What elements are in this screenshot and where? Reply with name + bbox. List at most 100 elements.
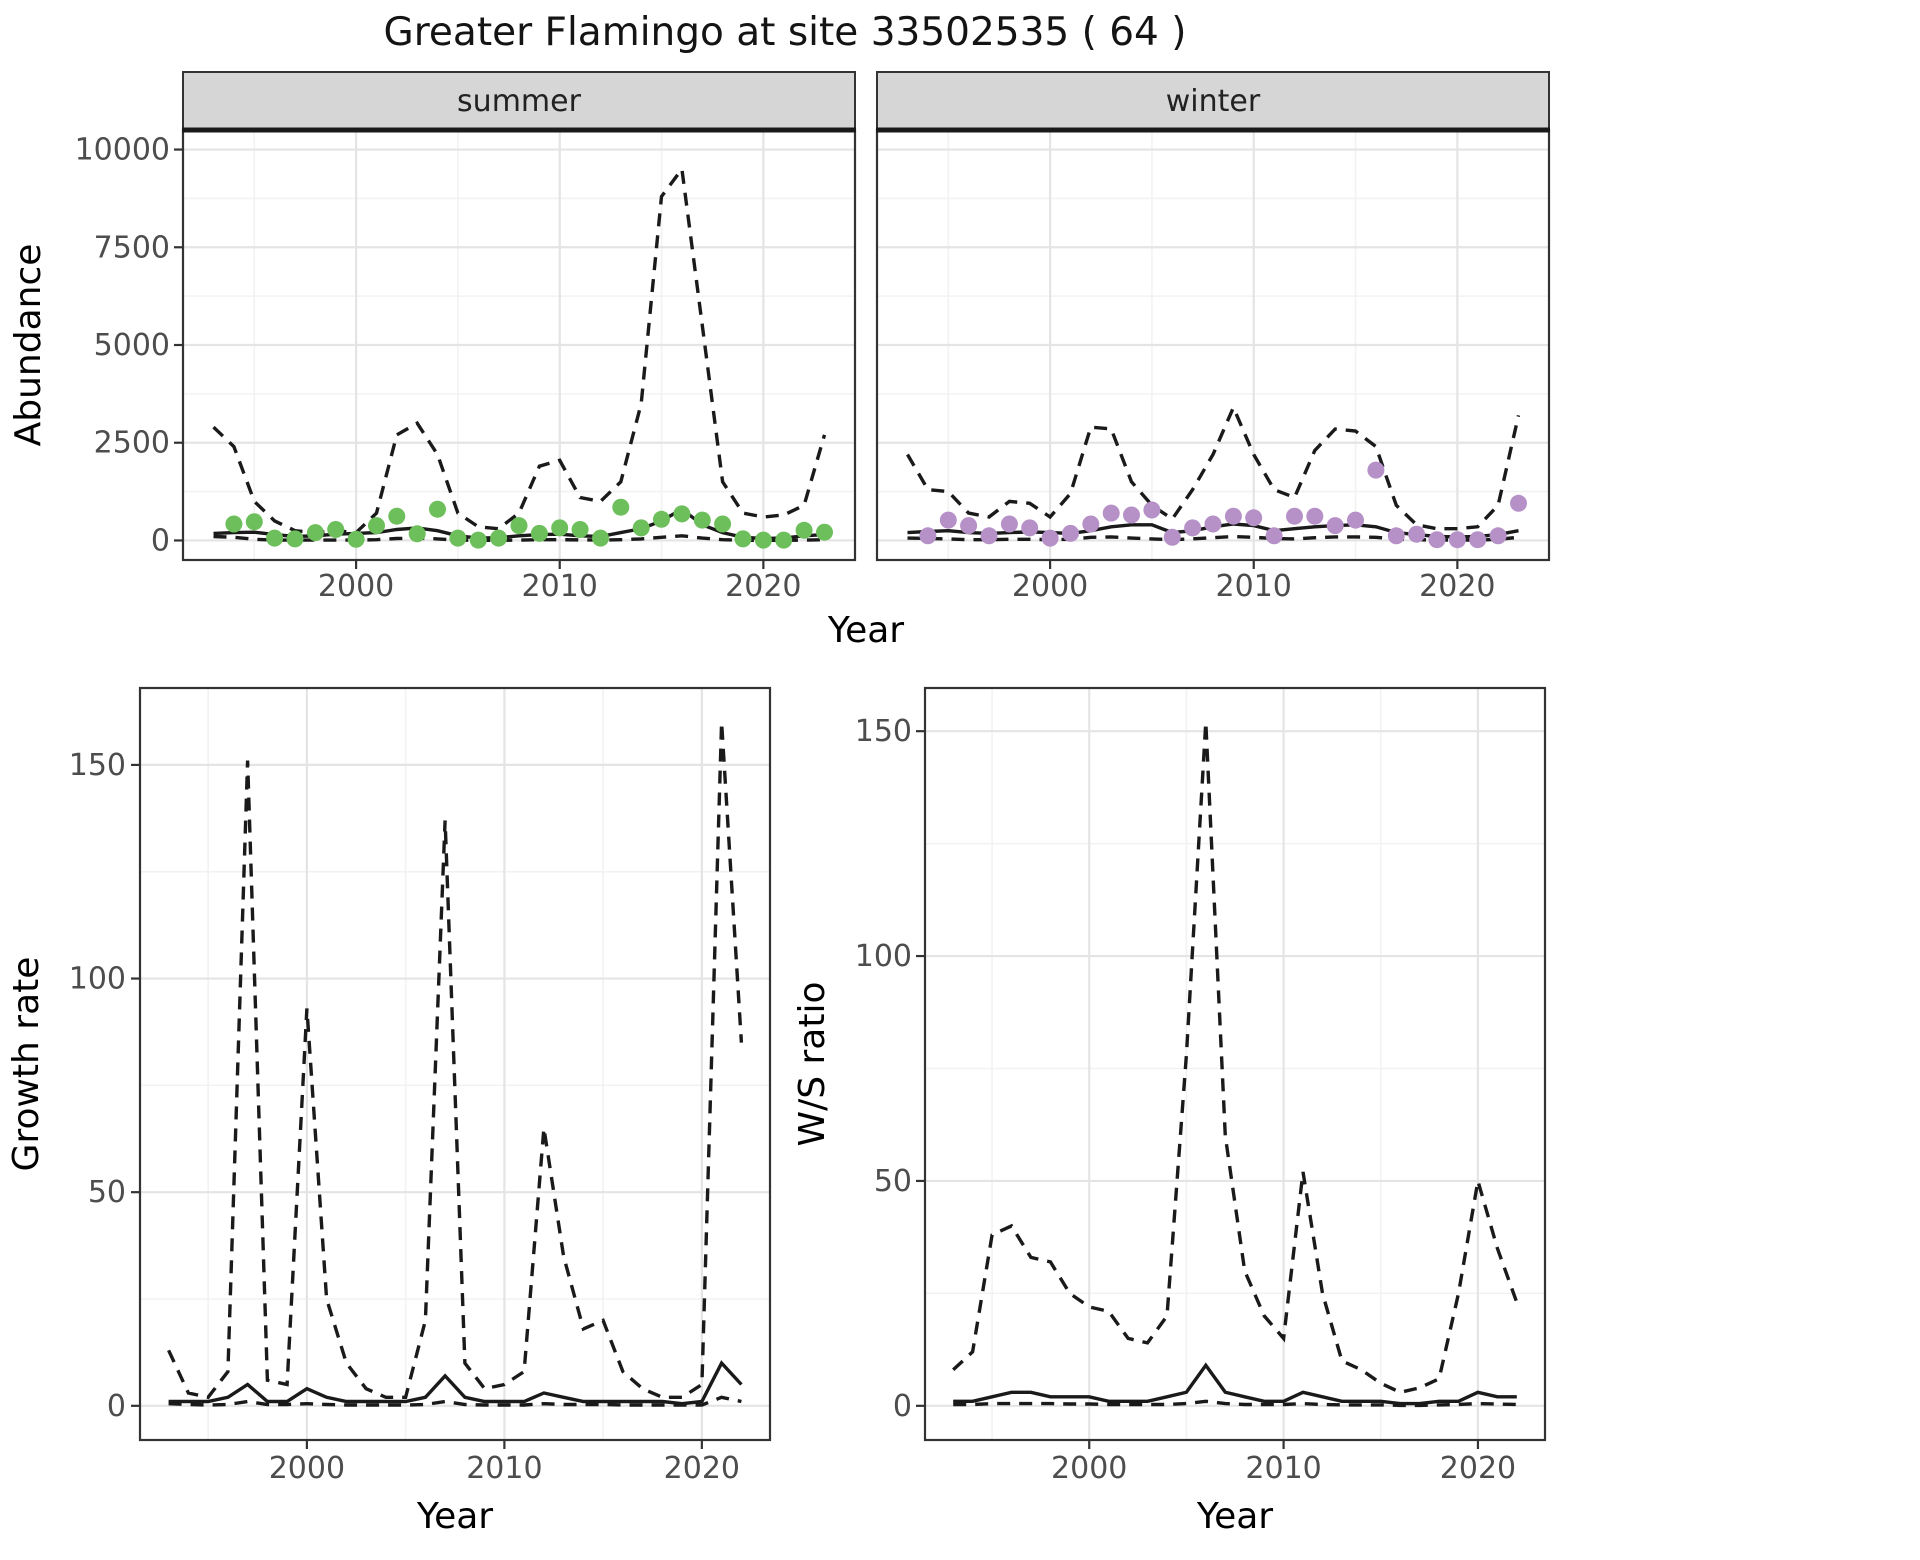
facet-strip-summer — [182, 71, 856, 131]
y-tick-label: 0 — [107, 1389, 126, 1424]
observation-point — [714, 515, 732, 533]
observation-point — [306, 524, 324, 542]
observation-point — [1082, 515, 1100, 533]
observation-point — [1163, 528, 1181, 546]
observation-point — [1265, 527, 1283, 545]
ws-ratio-panel — [925, 688, 1545, 1440]
observation-point — [939, 511, 957, 529]
upper-ci-line — [952, 722, 1519, 1395]
upper-ci-line — [906, 403, 1521, 531]
y-tick-label: 150 — [855, 714, 912, 749]
observation-point — [408, 525, 426, 543]
lower-ci-line — [213, 534, 825, 542]
observation-point — [469, 531, 487, 549]
observation-point — [1387, 527, 1405, 545]
observation-point — [286, 530, 304, 548]
observation-point — [980, 527, 998, 545]
y-tick-label: 100 — [855, 939, 912, 974]
observation-point — [1347, 511, 1364, 529]
observation-point — [571, 521, 589, 538]
x-tick-label: 2020 — [725, 569, 801, 604]
observation-point — [816, 523, 833, 541]
observation-point — [1143, 501, 1161, 519]
ws-ratio-panel-border — [923, 686, 1547, 1442]
observation-point — [673, 505, 691, 523]
observation-point — [1224, 507, 1242, 525]
observation-point — [919, 527, 937, 545]
observation-point — [490, 529, 508, 547]
y-tick-label: 5000 — [94, 328, 170, 363]
x-tick-label: 2010 — [466, 1451, 542, 1486]
facet-strip-label: winter — [1166, 84, 1261, 119]
y-tick-label: 0 — [151, 523, 170, 558]
abundance-y-axis-title: Abundance — [8, 244, 49, 447]
abundance-winter-points — [919, 461, 1527, 549]
x-tick-label: 2000 — [1012, 569, 1088, 604]
observation-point — [1326, 517, 1344, 535]
growth-rate-x-axis-title: Year — [416, 1496, 493, 1537]
x-tick-label: 2010 — [1216, 569, 1292, 604]
abundance-summer-points — [225, 498, 833, 549]
observation-point — [347, 530, 365, 548]
x-tick-label: 2020 — [664, 1451, 740, 1486]
observation-point — [1489, 527, 1507, 545]
observation-point — [1041, 529, 1059, 547]
observation-point — [449, 529, 467, 547]
observation-point — [754, 531, 772, 549]
y-tick-label: 150 — [69, 748, 126, 783]
observation-point — [1062, 524, 1079, 542]
observation-point — [530, 524, 548, 542]
x-tick-label: 2020 — [1440, 1451, 1516, 1486]
observation-point — [266, 529, 284, 547]
growth-rate-chart: 2000 2010 2020 0 50 100 150 Growth rate Year — [6, 686, 772, 1537]
observation-point — [592, 529, 609, 547]
observation-point — [693, 511, 711, 529]
observation-point — [1286, 507, 1303, 525]
observation-point — [388, 507, 406, 525]
x-tick-label: 2010 — [522, 569, 598, 604]
y-tick-label: 100 — [69, 962, 126, 997]
observation-point — [1367, 461, 1385, 479]
y-tick-label: 2500 — [94, 426, 170, 461]
observation-point — [734, 530, 752, 548]
observation-point — [1469, 531, 1487, 549]
figure-title: Greater Flamingo at site 33502535 ( 64 ) — [383, 10, 1187, 55]
x-tick-label: 2010 — [1245, 1451, 1321, 1486]
y-tick-label: 10000 — [75, 133, 170, 168]
observation-point — [1123, 506, 1140, 524]
observation-point — [1448, 531, 1466, 549]
observation-point — [1428, 531, 1446, 549]
observation-point — [653, 510, 670, 528]
y-tick-label: 50 — [874, 1164, 912, 1199]
observation-point — [612, 498, 630, 516]
abundance-chart: summer 2000 2010 2020 0 2500 5000 7500 10000 wint… — [8, 71, 1551, 651]
observation-point — [327, 521, 345, 538]
ws-ratio-y-axis-title: W/S ratio — [792, 981, 833, 1146]
y-tick-label: 7500 — [94, 230, 170, 265]
observation-point — [429, 500, 446, 518]
facet-strip-label: summer — [457, 84, 582, 119]
lower-ci-line — [953, 1399, 1517, 1408]
observation-point — [1102, 504, 1120, 522]
observation-point — [1510, 494, 1527, 512]
observation-point — [795, 521, 813, 539]
observation-point — [1306, 507, 1324, 525]
y-tick-label: 0 — [893, 1389, 912, 1424]
observation-point — [551, 519, 569, 537]
ws-ratio-chart: 2000 2010 2020 0 50 100 150 W/S ratio Year — [792, 686, 1547, 1537]
observation-point — [1245, 509, 1263, 527]
ws-ratio-x-axis-title: Year — [1196, 1496, 1273, 1537]
fit-line — [953, 1362, 1517, 1406]
growth-rate-y-axis-title: Growth rate — [6, 957, 47, 1172]
x-tick-label: 2020 — [1419, 569, 1495, 604]
y-tick-label: 50 — [88, 1175, 126, 1210]
fit-line — [168, 1360, 743, 1406]
x-tick-label: 2000 — [318, 569, 394, 604]
observation-point — [368, 517, 385, 535]
observation-point — [960, 517, 978, 535]
growth-rate-panel-border — [138, 686, 772, 1442]
observation-point — [245, 513, 263, 531]
observation-point — [510, 517, 528, 535]
